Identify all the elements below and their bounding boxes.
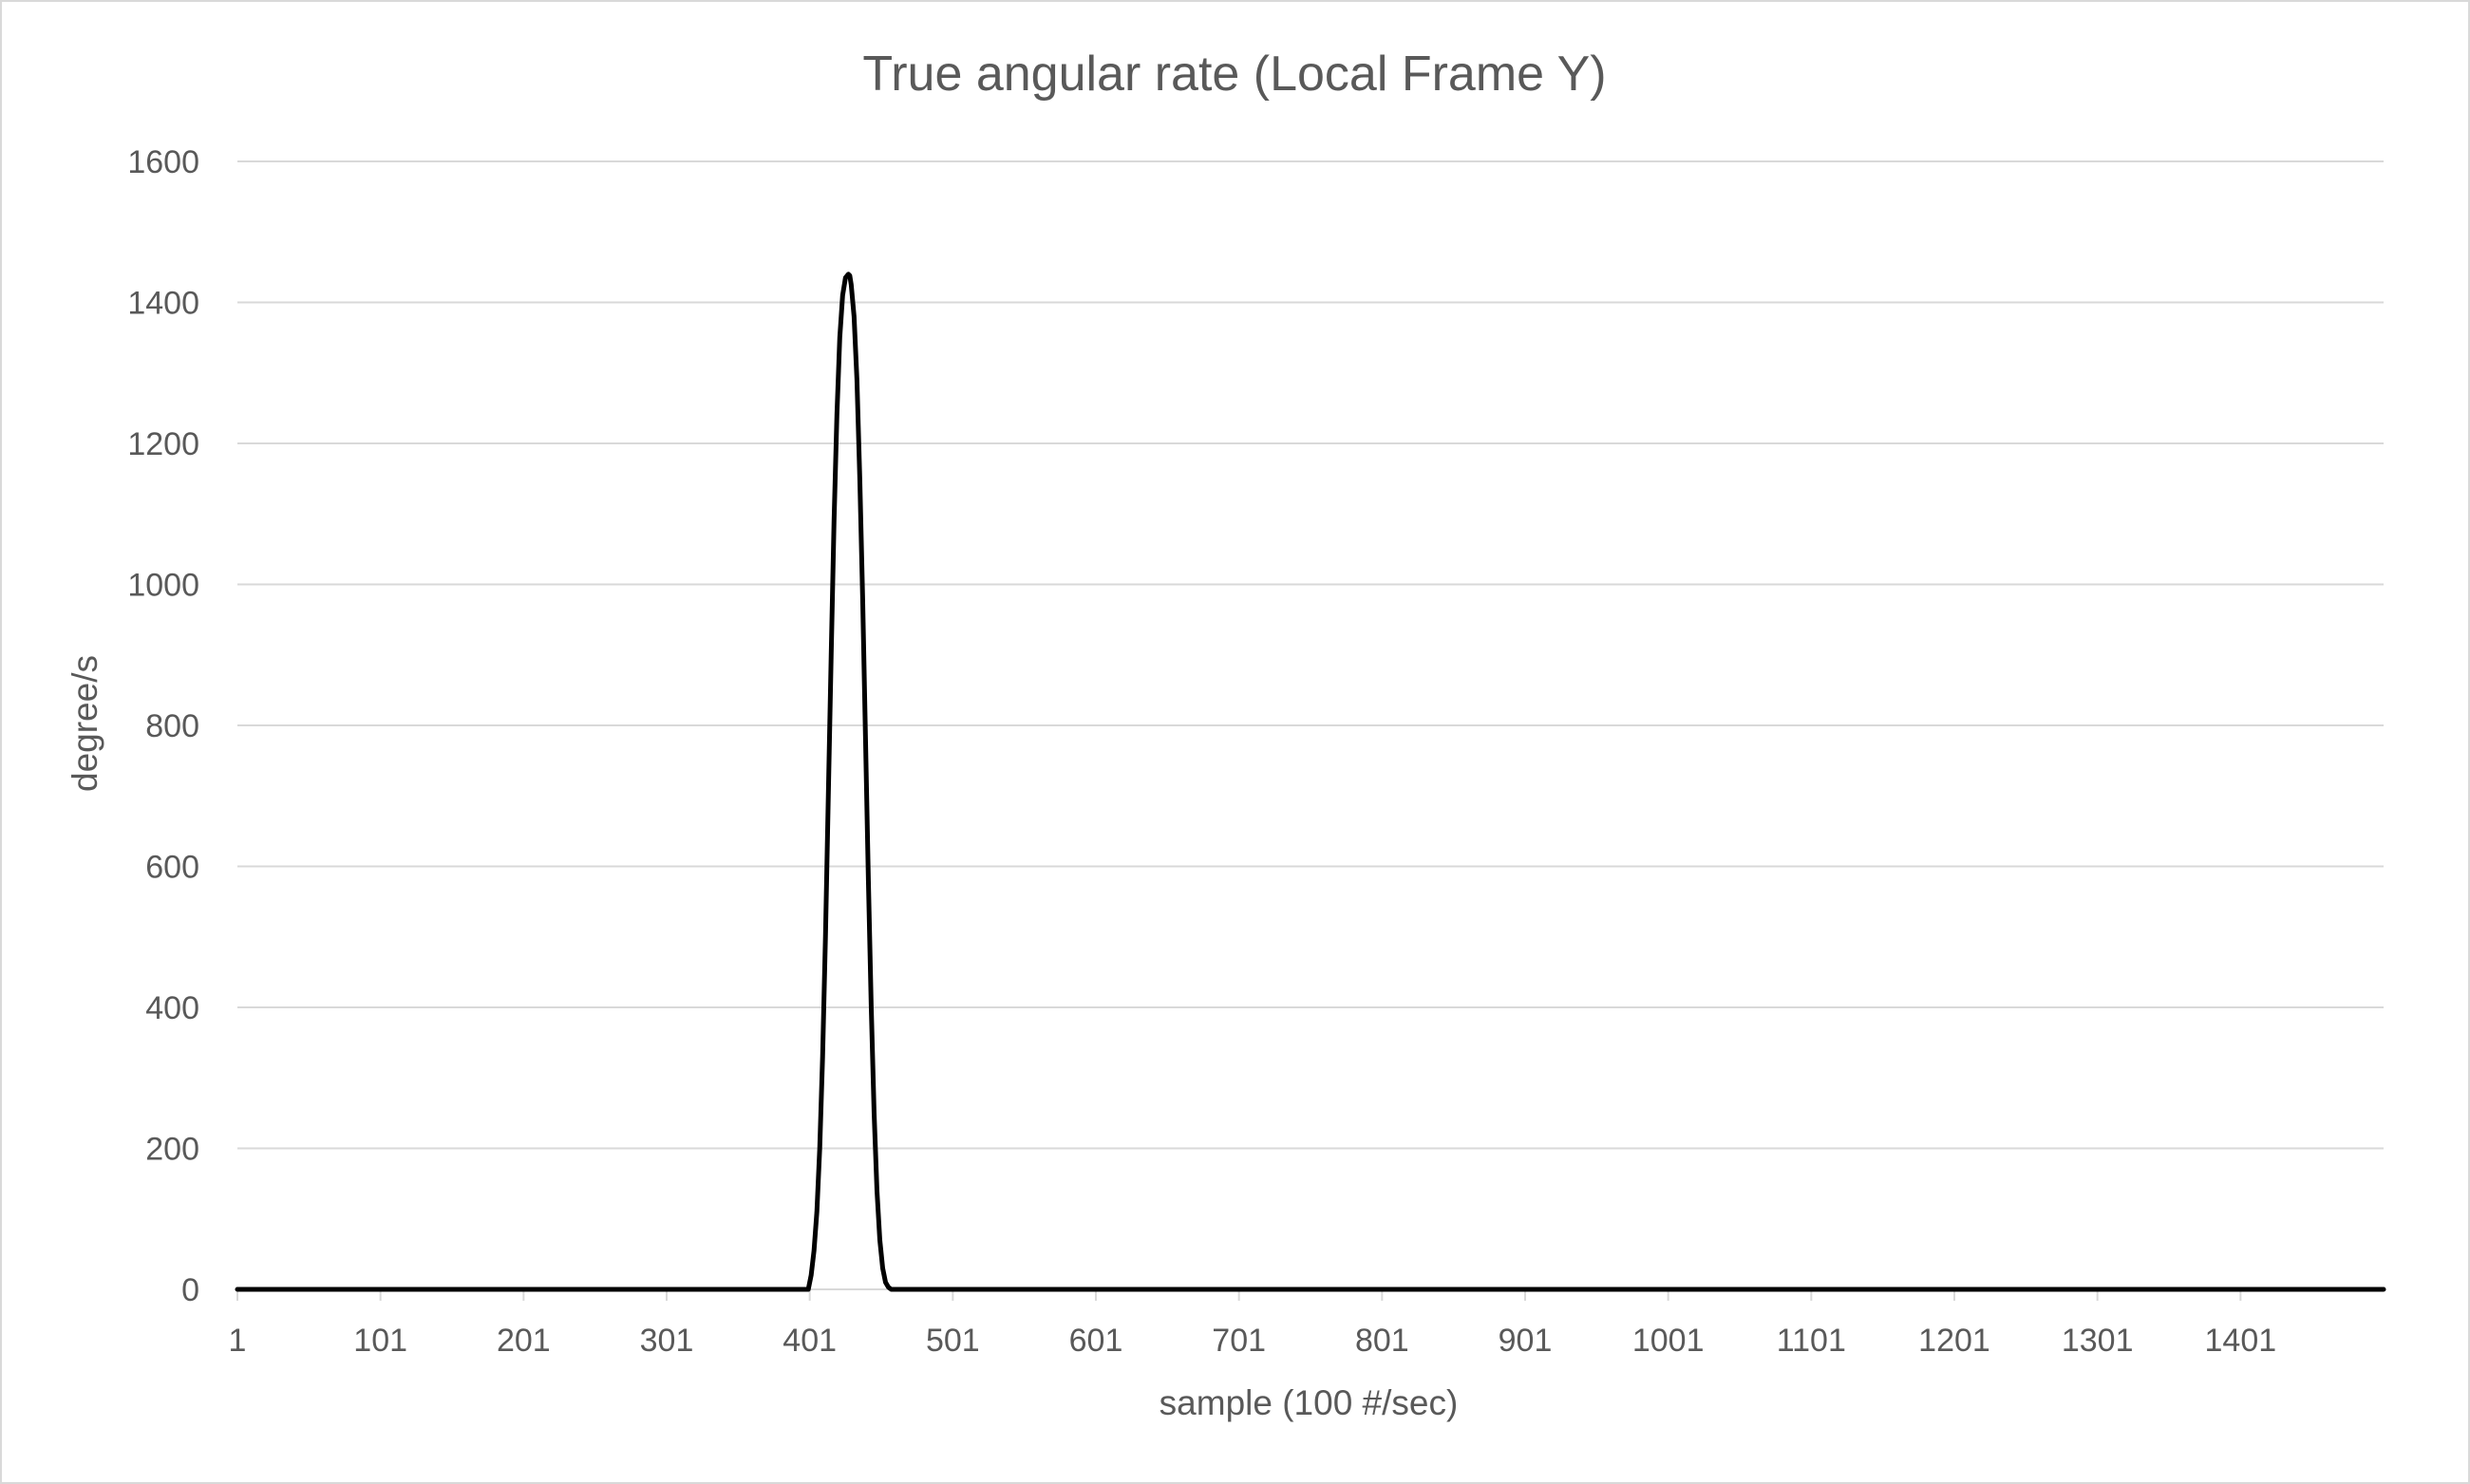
y-tick-label: 1000	[127, 568, 199, 604]
y-tick-label: 800	[145, 708, 199, 744]
x-tick-label: 101	[353, 1323, 407, 1359]
y-axis-ticks: 0 200 400 600 800 1000 1200 1400 1600	[127, 144, 199, 1308]
x-tick-label: 1	[229, 1323, 247, 1359]
y-tick-label: 1600	[127, 144, 199, 180]
y-tick-label: 600	[145, 850, 199, 886]
x-tick-label: 801	[1355, 1323, 1409, 1359]
series-line	[235, 272, 2386, 1292]
gridlines	[237, 160, 2384, 1150]
x-tick-label: 901	[1499, 1323, 1553, 1359]
y-tick-label: 400	[145, 990, 199, 1026]
y-tick-label: 200	[145, 1132, 199, 1168]
x-tick-label: 401	[782, 1323, 837, 1359]
x-tick-label: 501	[926, 1323, 980, 1359]
x-tick-label: 1401	[2205, 1323, 2277, 1359]
series-group	[235, 272, 2386, 1292]
y-tick-label: 0	[181, 1272, 199, 1308]
x-tick-label: 301	[640, 1323, 694, 1359]
y-axis-label: degree/s	[66, 655, 104, 792]
x-tick-label: 201	[497, 1323, 551, 1359]
x-tick-label: 1201	[1918, 1323, 1990, 1359]
x-tick-label: 1101	[1777, 1323, 1846, 1359]
x-tick-label: 701	[1212, 1323, 1266, 1359]
x-tick-label: 1301	[2062, 1323, 2134, 1359]
x-axis-label: sample (100 #/sec)	[1160, 1383, 1459, 1422]
x-tick-label: 1001	[1632, 1323, 1705, 1359]
y-tick-label: 1400	[127, 286, 199, 322]
y-tick-label: 1200	[127, 426, 199, 462]
x-tick-label: 601	[1069, 1323, 1123, 1359]
chart-title: True angular rate (Local Frame Y)	[862, 47, 1606, 102]
x-axis-ticks: 1 101 201 301 401 501 601 701 801 901 1001 1101 1201…	[229, 1289, 2277, 1359]
